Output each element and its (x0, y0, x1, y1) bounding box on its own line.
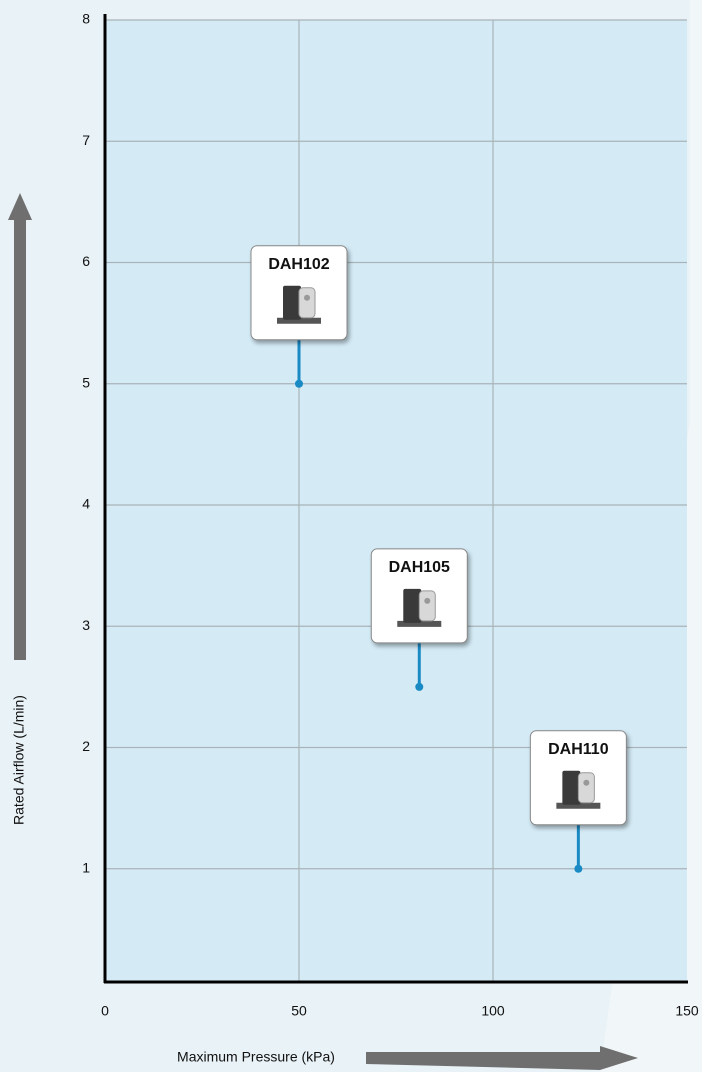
x-axis-arrow (366, 1046, 638, 1070)
y-axis-arrow (8, 193, 32, 660)
x-tick-label: 150 (675, 1003, 699, 1019)
pump-port (583, 779, 590, 786)
y-tick-label: 5 (82, 374, 90, 390)
pump-base (556, 802, 601, 809)
point-label: DAH110 (548, 741, 609, 758)
pump-body (283, 285, 301, 320)
pump-head (577, 772, 595, 804)
pump-head (298, 287, 316, 319)
point-label: DAH105 (389, 559, 450, 576)
marks: 1 2 3 4 5 6 7 8 0 50 100 150 DAH102 DAH105 DAH110 (82, 11, 699, 1019)
pump-port (424, 597, 431, 604)
data-point (415, 682, 424, 691)
pump-base (277, 317, 321, 324)
callout: DAH110 (529, 730, 627, 826)
x-tick-label: 0 (101, 1003, 109, 1019)
pump-port (304, 294, 310, 301)
x-tick-label: 100 (481, 1003, 505, 1019)
point-label: DAH102 (268, 256, 329, 273)
y-axis-title: Rated Airflow (L/min) (11, 695, 27, 825)
callout: DAH105 (370, 548, 468, 644)
y-tick-label: 3 (82, 617, 90, 633)
callout: DAH102 (250, 245, 348, 341)
plot-area (105, 20, 687, 981)
pump-base (397, 620, 442, 627)
y-tick-label: 7 (82, 132, 90, 148)
x-tick-label: 50 (291, 1003, 307, 1019)
y-tick-label: 1 (82, 859, 90, 875)
data-point (574, 864, 583, 873)
x-axis-title: Maximum Pressure (kPa) (177, 1049, 335, 1065)
y-tick-label: 8 (82, 11, 90, 27)
y-tick-label: 4 (82, 496, 90, 512)
y-tick-label: 2 (82, 738, 90, 754)
pump-body (562, 770, 581, 805)
y-tick-label: 6 (82, 253, 90, 269)
pump-body (403, 588, 422, 623)
pump-head (418, 590, 436, 622)
data-point (295, 379, 303, 388)
